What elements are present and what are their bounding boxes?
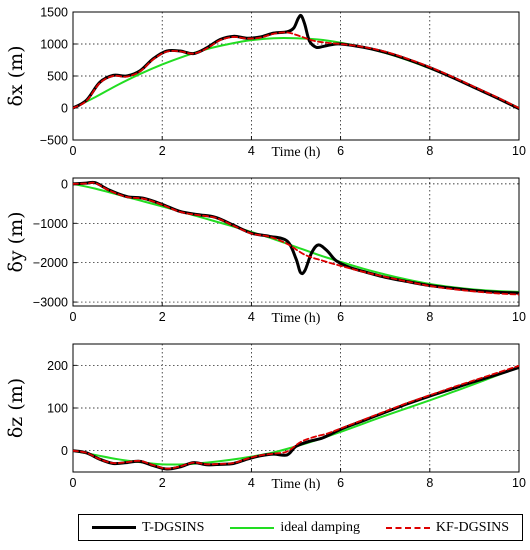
plot-area-dx	[72, 11, 520, 141]
x-tick-label: 4	[248, 144, 255, 158]
y-tick-label: 1000	[40, 38, 68, 52]
x-tick-label: 8	[426, 476, 433, 490]
plot-area-dz	[72, 343, 520, 473]
y-axis-label: δx (m)	[5, 45, 27, 106]
x-tick-label: 4	[248, 476, 255, 490]
x-tick-label: 10	[512, 144, 526, 158]
x-tick-label: 6	[337, 144, 344, 158]
x-tick-label: 2	[159, 476, 166, 490]
legend-swatch-t-dgsins	[91, 526, 136, 529]
legend: T-DGSINS ideal damping KF-DGSINS	[78, 514, 523, 541]
y-tick-label: 500	[47, 70, 68, 84]
series-group-dx	[73, 14, 519, 111]
legend-label-t-dgsins: T-DGSINS	[141, 519, 205, 535]
y-axis-label: δz (m)	[5, 378, 27, 438]
y-tick-label: −2000	[33, 256, 68, 270]
y-tick-label: 1500	[40, 6, 68, 20]
legend-label-kf-dgsins: KF-DGSINS	[435, 519, 510, 535]
y-tick-label: −3000	[33, 296, 68, 310]
x-tick-label: 0	[70, 144, 77, 158]
panel-dy: 0 2 4 6 8 10 0 −1000 −2000 −3000 Time (h) δy (m)	[5, 177, 526, 326]
x-tick-label: 2	[159, 144, 166, 158]
x-tick-label: 0	[70, 476, 77, 490]
x-tick-label: 4	[248, 310, 255, 324]
series-line-kf-dgsins	[73, 31, 519, 109]
x-tick-label: 2	[159, 310, 166, 324]
x-axis-label: Time (h)	[272, 311, 321, 326]
x-tick-label: 10	[512, 310, 526, 324]
x-tick-label: 8	[426, 144, 433, 158]
series-line-kf-dgsins	[73, 181, 519, 296]
legend-item-kf-dgsins: KF-DGSINS	[385, 519, 510, 536]
series-group-dy	[73, 180, 519, 296]
x-tick-label: 6	[337, 310, 344, 324]
series-line-kf-dgsins	[73, 364, 519, 470]
legend-swatch-kf-dgsins	[385, 526, 430, 529]
y-tick-label: 0	[61, 102, 68, 116]
legend-label-ideal-damping: ideal damping	[280, 519, 361, 535]
series-group-dz	[73, 364, 519, 471]
legend-item-t-dgsins: T-DGSINS	[91, 519, 205, 536]
x-tick-label: 8	[426, 310, 433, 324]
y-tick-label: 100	[47, 402, 68, 416]
x-tick-label: 0	[70, 310, 77, 324]
y-tick-label: 0	[61, 177, 68, 191]
y-tick-label: −500	[40, 134, 68, 148]
x-axis-label: Time (h)	[272, 145, 321, 160]
legend-item-ideal-damping: ideal damping	[230, 520, 360, 536]
x-axis-label: Time (h)	[272, 477, 321, 492]
y-axis-label: δy (m)	[5, 211, 27, 272]
x-tick-label: 6	[337, 476, 344, 490]
y-tick-label: −1000	[33, 217, 68, 231]
y-tick-label: 0	[61, 444, 68, 458]
legend-swatch-ideal-damping	[230, 526, 275, 529]
x-tick-label: 10	[512, 476, 526, 490]
y-tick-label: 200	[47, 359, 68, 373]
